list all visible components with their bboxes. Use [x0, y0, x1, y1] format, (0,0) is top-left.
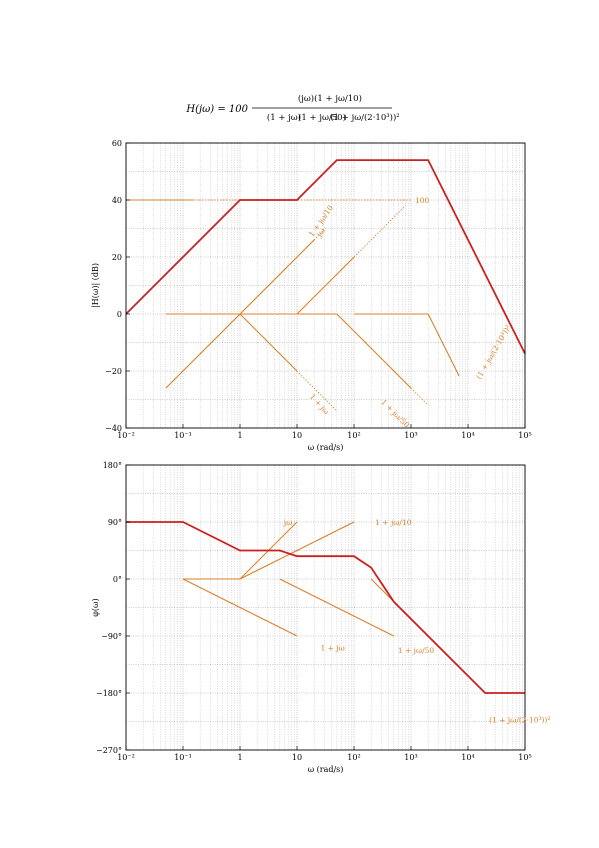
y-tick-label: 180° [103, 461, 122, 470]
phase-total-curve [126, 521, 525, 694]
magnitude-x-tick-labels: 10⁻² 10⁻¹ 1 10 10² 10³ 10⁴ 10⁵ [117, 424, 532, 440]
formula-den-factor2: (1 + jω/50) [298, 112, 346, 123]
magnitude-plot-frame [125, 142, 526, 429]
asymptote-label: jω [283, 518, 292, 527]
x-tick-label: 10² [347, 753, 360, 762]
magnitude-y-axis-label: |H(ω)| (dB) [91, 263, 100, 308]
magnitude-grid [125, 142, 525, 429]
asymptote-segment [427, 313, 460, 377]
phase-y-tick-labels: −270° −180° −90° 0° 90° 180° [96, 461, 130, 755]
asymptote-segment [336, 313, 412, 389]
asymptote-label: (1 + jω/(2·10³))² [474, 323, 512, 381]
x-tick-label: 10² [347, 431, 360, 440]
transfer-function-formula: H(jω) = 100 (jω) (1 + jω/10) (1 + jω) (1… [185, 93, 399, 123]
asymptote-segment [370, 578, 486, 694]
y-tick-label: 20 [112, 253, 122, 262]
y-tick-label: 40 [112, 196, 122, 205]
y-tick-label: 90° [108, 518, 122, 527]
phase-x-tick-labels: 10⁻² 10⁻¹ 1 10 10² 10³ 10⁴ 10⁵ [117, 746, 532, 762]
asymptote-label: 1 + jω/50 [398, 646, 435, 655]
asymptote-segment-dotted [353, 205, 406, 258]
asymptote-segment [239, 521, 355, 580]
formula-lhs: H(jω) = 100 [185, 104, 248, 115]
phase-asymptotes [182, 521, 486, 694]
asymptote-segment [239, 313, 298, 372]
asymptote-segment-dotted [313, 229, 325, 241]
x-tick-label: 10⁻¹ [174, 431, 192, 440]
asymptote-segment [279, 578, 395, 637]
asymptote-label: 1 + jω/10 [375, 518, 412, 527]
y-tick-label: 0 [117, 310, 122, 319]
y-tick-label: −20 [105, 367, 122, 376]
x-tick-label: 10⁻² [117, 431, 135, 440]
x-tick-label: 1 [237, 753, 242, 762]
asymptote-segment-dotted [296, 370, 338, 412]
magnitude-y-tick-labels: −40 −20 0 20 40 60 [105, 139, 130, 433]
x-tick-label: 10⁴ [461, 753, 474, 762]
asymptote-segment [165, 239, 315, 389]
formula-num-factor2: (1 + jω/10) [314, 93, 362, 104]
asymptote-label: 1 + jω/50 [379, 398, 411, 430]
magnitude-asymptotes [126, 199, 460, 412]
total-response-line [125, 159, 526, 355]
magnitude-annotations: 100 jω1 + jω/10 1 + jω 1 + jω/50 (1 + jω/(2·… [307, 196, 513, 430]
x-tick-label: 1 [237, 431, 242, 440]
x-tick-label: 10⁵ [518, 753, 531, 762]
phase-grid [125, 464, 525, 751]
asymptote-label: 1 + jω [321, 643, 345, 652]
asymptote-label: 100 [415, 196, 430, 205]
formula-den-factor1: (1 + jω) [267, 112, 301, 123]
x-tick-label: 10³ [404, 431, 417, 440]
total-response-line [126, 521, 525, 694]
x-tick-label: 10⁻² [117, 753, 135, 762]
magnitude-x-axis-label: ω (rad/s) [308, 443, 344, 452]
asymptote-segment-dotted [410, 387, 429, 406]
asymptote-label: 1 + jω/10 [307, 203, 335, 238]
y-tick-label: −270° [96, 746, 122, 755]
x-tick-label: 10³ [404, 753, 417, 762]
x-tick-label: 10 [292, 753, 302, 762]
x-tick-label: 10 [292, 431, 302, 440]
asymptote-label: 1 + jω [308, 392, 331, 416]
x-tick-label: 10⁵ [518, 431, 531, 440]
formula-num-factor1: (jω) [298, 93, 314, 104]
phase-y-axis-label: φ(ω) [91, 598, 100, 616]
x-tick-label: 10⁻¹ [174, 753, 192, 762]
asymptote-label: jω [314, 226, 327, 239]
asymptote-label: (1 + jω/(2·10³))² [489, 716, 550, 725]
phase-annotations: jω 1 + jω/10 1 + jω 1 + jω/50 (1 + jω/(2·10³… [283, 518, 551, 725]
y-tick-label: −180° [96, 689, 122, 698]
phase-x-axis-label: ω (rad/s) [308, 765, 344, 774]
y-tick-label: 0° [113, 575, 122, 584]
asymptote-segment [239, 521, 298, 580]
y-tick-label: −90° [101, 632, 122, 641]
formula-den-factor3: (1 + jω/(2·10³))² [330, 112, 399, 123]
y-tick-label: −40 [105, 424, 122, 433]
phase-plot-frame [125, 464, 526, 751]
x-tick-label: 10⁴ [461, 431, 474, 440]
asymptote-segment [182, 578, 298, 637]
magnitude-total-curve [125, 159, 526, 355]
asymptote-segment [296, 256, 355, 315]
y-tick-label: 60 [112, 139, 122, 148]
